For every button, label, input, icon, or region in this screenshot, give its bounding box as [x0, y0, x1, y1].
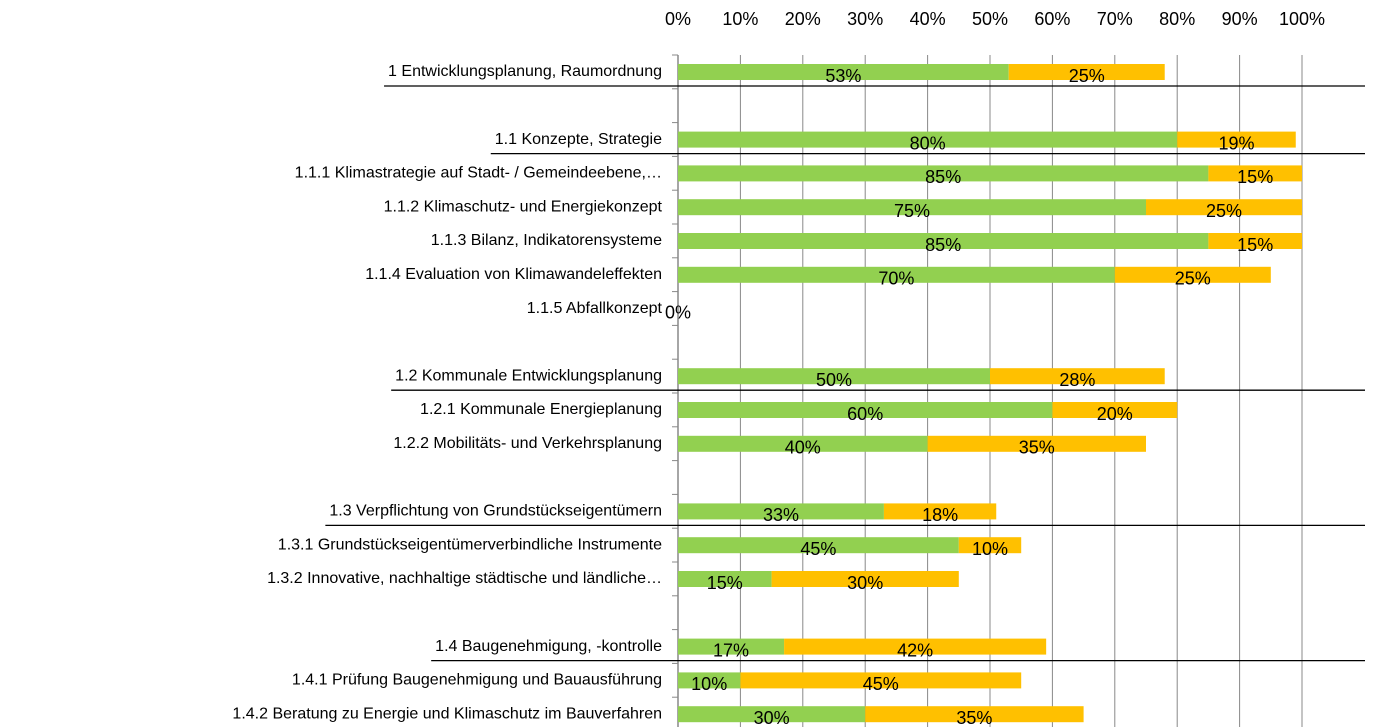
data-label: 25% [1175, 269, 1211, 289]
category-label: 1.1.5 Abfallkonzept [527, 300, 663, 317]
data-label: 42% [897, 640, 933, 660]
bar-segment [678, 435, 928, 452]
bar-segment [958, 537, 1022, 554]
x-tick-label: 0% [665, 9, 691, 29]
bar-segment [1177, 131, 1296, 148]
bar-segment [1146, 199, 1302, 216]
bar-segment [678, 199, 1146, 216]
data-label: 25% [1069, 66, 1105, 86]
x-tick-label: 70% [1097, 9, 1133, 29]
category-label: 1 Entwicklungsplanung, Raumordnung [388, 63, 662, 80]
category-label: 1.4.1 Prüfung Baugenehmigung und Bauausf… [292, 672, 662, 689]
bar-segment [678, 706, 866, 723]
data-label: 30% [847, 573, 883, 593]
category-label: 1.4.2 Beratung zu Energie und Klimaschut… [232, 705, 662, 722]
data-label: 35% [1019, 438, 1055, 458]
data-label: 20% [1097, 404, 1133, 424]
category-label: 1.2 Kommunale Entwicklungsplanung [395, 367, 662, 384]
category-label: 1.1.1 Klimastrategie auf Stadt- / Gemein… [295, 165, 662, 182]
data-label: 19% [1218, 133, 1254, 153]
bar-segment [1114, 266, 1271, 283]
bar-segment [678, 233, 1209, 249]
bar-segment [678, 638, 785, 655]
data-label: 70% [878, 269, 914, 289]
bar-segment [678, 368, 990, 385]
category-label: 1.3 Verpflichtung von Grundstückseigentü… [329, 503, 662, 520]
data-label: 60% [847, 404, 883, 424]
bar-segment [883, 503, 997, 520]
data-label: 53% [825, 66, 861, 86]
data-label: 75% [894, 201, 930, 221]
bar-segment [678, 402, 1053, 418]
bar-segment [678, 537, 959, 554]
data-label: 0% [665, 302, 691, 322]
data-label: 50% [816, 370, 852, 390]
category-label: 1.3.1 Grundstückseigentümerverbindliche … [278, 536, 662, 553]
bar-segment [1208, 165, 1302, 182]
category-label: 1.1.2 Klimaschutz- und Energiekonzept [384, 198, 663, 215]
data-label: 33% [763, 505, 799, 525]
category-label: 1.1.3 Bilanz, Indikatorensysteme [431, 232, 662, 249]
data-label: 85% [925, 235, 961, 255]
category-label: 1.3.2 Innovative, nachhaltige städtische… [267, 570, 662, 587]
bar-segment [740, 672, 1022, 689]
category-label: 1.1.4 Evaluation von Klimawandeleffekten [365, 266, 662, 283]
x-tick-label: 30% [847, 9, 883, 29]
bar-segment [678, 266, 1115, 283]
bar-segment [678, 503, 884, 520]
x-tick-label: 100% [1279, 9, 1325, 29]
x-tick-label: 90% [1222, 9, 1258, 29]
x-tick-label: 60% [1034, 9, 1070, 29]
x-tick-label: 20% [785, 9, 821, 29]
category-label: 1.4 Baugenehmigung, -kontrolle [435, 638, 662, 655]
x-tick-label: 80% [1159, 9, 1195, 29]
bar-segment [678, 571, 772, 587]
bar-segment [990, 368, 1165, 385]
bar-segment [678, 165, 1209, 182]
data-label: 80% [910, 133, 946, 153]
x-tick-label: 50% [972, 9, 1008, 29]
x-tick-label: 10% [722, 9, 758, 29]
data-label: 10% [972, 539, 1008, 559]
x-tick-label: 40% [910, 9, 946, 29]
bar-segment [1052, 402, 1178, 418]
bar-segment [678, 672, 741, 689]
category-label: 1.2.2 Mobilitäts- und Verkehrsplanung [393, 435, 662, 452]
data-label: 45% [800, 539, 836, 559]
bar-segment [784, 638, 1047, 655]
bar-segment [771, 571, 959, 587]
bar-segment [678, 131, 1178, 148]
bar-segment [927, 435, 1146, 452]
data-label: 28% [1059, 370, 1095, 390]
data-label: 15% [1237, 167, 1273, 187]
data-label: 40% [785, 438, 821, 458]
data-label: 85% [925, 167, 961, 187]
bar-segment [865, 706, 1084, 723]
data-label: 15% [1237, 235, 1273, 255]
category-label: 1.2.1 Kommunale Energieplanung [420, 401, 662, 418]
data-label: 35% [956, 708, 992, 727]
data-label: 15% [707, 573, 743, 593]
data-label: 30% [754, 708, 790, 727]
bar-segment [678, 64, 1009, 80]
data-label: 25% [1206, 201, 1242, 221]
bar-segment [1008, 64, 1165, 80]
data-label: 45% [863, 674, 899, 694]
data-label: 17% [713, 640, 749, 660]
category-label: 1.1 Konzepte, Strategie [495, 131, 662, 148]
bar-segment [1208, 233, 1302, 249]
data-label: 18% [922, 505, 958, 525]
data-label: 10% [691, 674, 727, 694]
